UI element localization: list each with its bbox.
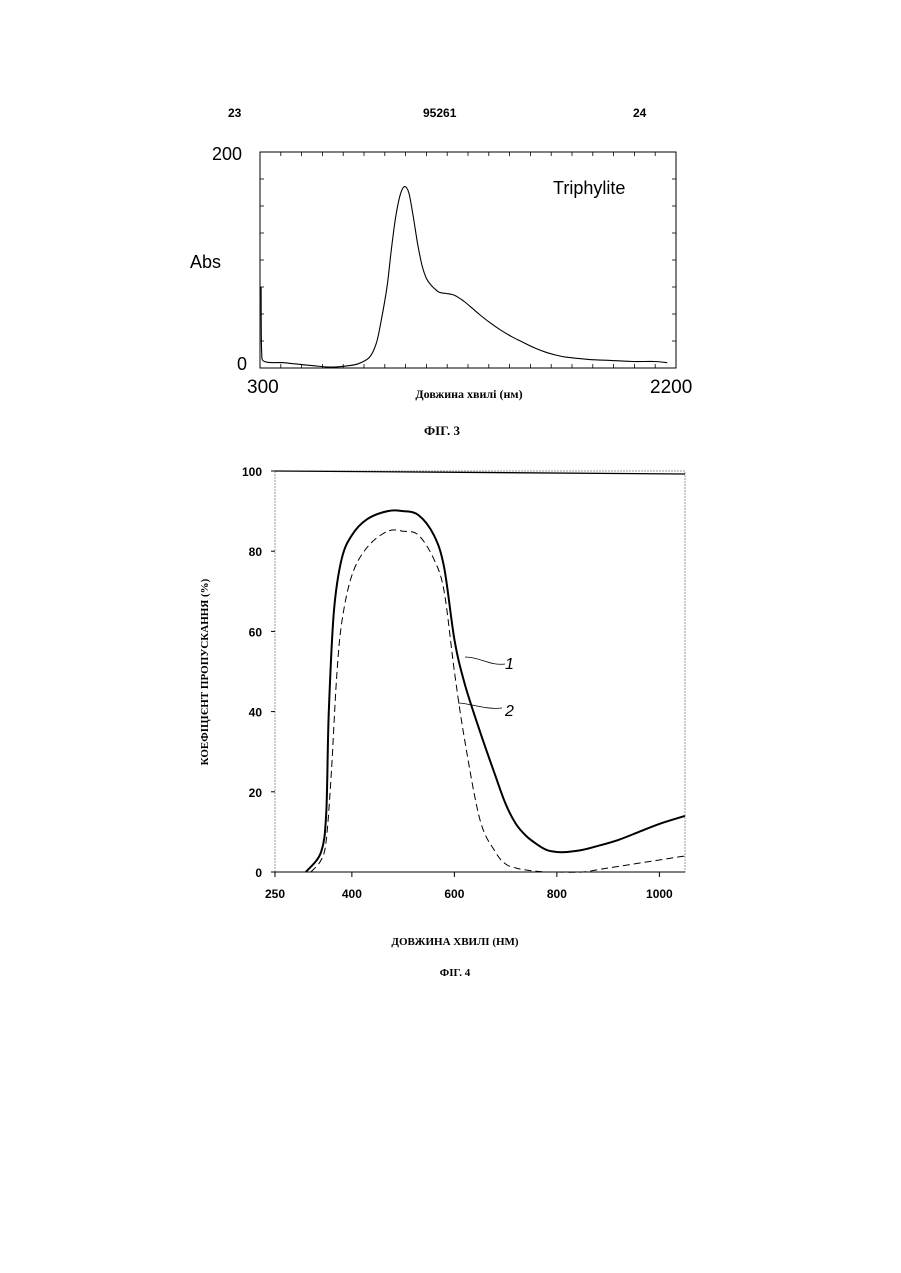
fig4-x-tick-label: 800 [547,887,567,901]
fig4-caption: ФІГ. 4 [440,967,471,979]
fig4-y-tick-label: 100 [242,465,262,479]
fig4-x-tick-label: 250 [265,887,285,901]
fig4-leader-2 [458,703,502,708]
fig4-y-tick-label: 0 [255,866,262,880]
fig4-plot-frame [275,471,685,872]
fig4-y-tick-label: 60 [249,625,263,639]
fig4-x-tick-label: 1000 [646,887,673,901]
fig4-series-1-line [306,510,685,872]
fig4-series-2-line [311,530,685,872]
fig4-series-1-label: 1 [505,656,514,673]
fig4-x-tick-label: 600 [444,887,464,901]
figure-4-chart: 250 400 600 800 1000 0 20 40 60 80 100 1 2 КОЕФІЦІ… [0,0,901,1000]
fig4-y-tick-label: 80 [249,545,263,559]
fig4-tick-labels: 250 400 600 800 1000 0 20 40 60 80 100 [242,465,673,901]
fig4-x-tick-label: 400 [342,887,362,901]
fig4-y-tick-label: 40 [249,706,263,720]
fig4-leader-1 [465,657,505,664]
fig4-x-label: ДОВЖИНА ХВИЛІ (НМ) [391,936,519,948]
fig4-y-label: КОЕФІЦІЄНТ ПРОПУСКАННЯ (%) [199,578,211,765]
fig4-series-2-label: 2 [504,703,514,720]
fig4-y-tick-label: 20 [249,786,263,800]
fig4-ticks [271,471,659,877]
